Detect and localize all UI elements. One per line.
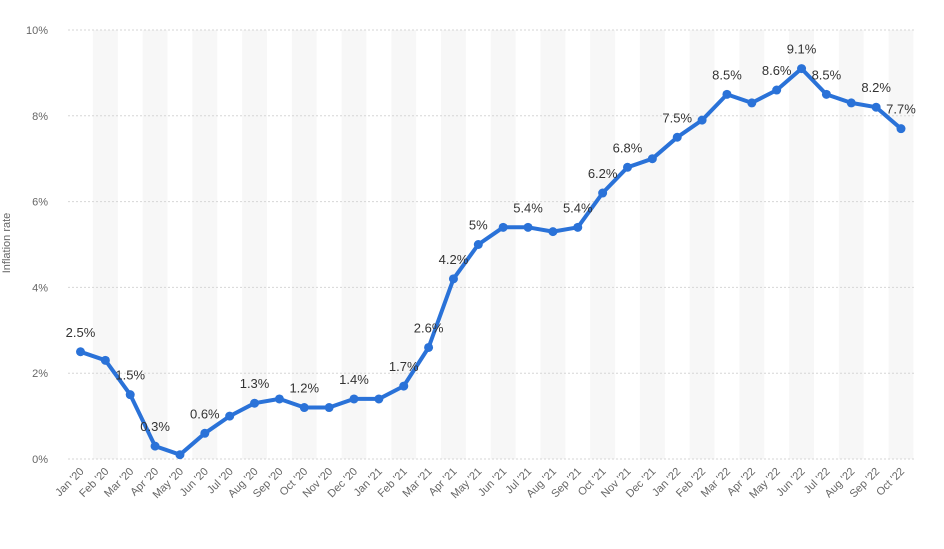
data-points: [76, 64, 906, 460]
data-point: [797, 64, 807, 74]
data-point: [200, 428, 210, 438]
data-point: [871, 102, 881, 112]
column-band: [242, 30, 267, 459]
data-label: 6.2%: [588, 166, 618, 181]
column-band: [639, 30, 665, 459]
data-point: [747, 98, 757, 108]
column-band: [838, 30, 864, 459]
data-label: 9.1%: [787, 42, 817, 57]
column-band: [739, 30, 765, 459]
data-label: 6.8%: [613, 140, 643, 155]
column-band: [888, 30, 914, 459]
y-tick-label: 6%: [32, 197, 48, 209]
column-band: [192, 30, 218, 459]
data-label: 5%: [469, 218, 488, 233]
y-tick-label: 8%: [32, 111, 48, 123]
data-label: 1.4%: [339, 372, 369, 387]
column-bands: [92, 30, 914, 459]
data-point: [623, 162, 632, 172]
x-tick-label: Jun '21: [476, 466, 509, 499]
data-point: [349, 394, 359, 404]
x-tick-label: Oct '22: [874, 466, 907, 499]
data-point: [772, 85, 782, 95]
column-band: [441, 30, 466, 459]
data-point: [150, 441, 160, 451]
data-label: 4.2%: [439, 252, 469, 267]
data-point: [125, 390, 135, 400]
data-point: [722, 89, 732, 99]
y-axis-ticks: 0% 2% 4% 6% 8% 10%: [26, 25, 48, 466]
data-label: 8.6%: [762, 63, 792, 78]
y-tick-label: 10%: [26, 25, 48, 37]
data-label: 2.5%: [66, 325, 96, 340]
data-point: [374, 394, 384, 404]
data-point: [498, 222, 508, 232]
data-point: [250, 398, 260, 408]
column-band: [590, 30, 616, 459]
column-band: [789, 30, 814, 459]
x-tick-label: Jun '22: [774, 466, 807, 499]
data-point: [896, 124, 906, 134]
y-tick-label: 0%: [32, 454, 48, 466]
data-label: 1.7%: [389, 359, 419, 374]
data-point: [846, 98, 856, 108]
y-tick-label: 2%: [32, 368, 48, 380]
data-point: [76, 347, 85, 357]
data-label: 0.3%: [140, 419, 170, 434]
data-label: 5.4%: [563, 200, 593, 215]
data-point: [225, 411, 235, 421]
data-label: 8.5%: [812, 67, 842, 82]
data-label: 1.3%: [240, 376, 270, 391]
data-point: [448, 274, 458, 284]
data-label: 7.7%: [886, 102, 916, 117]
data-point: [598, 188, 608, 198]
column-band: [92, 30, 118, 459]
column-band: [142, 30, 168, 459]
column-band: [291, 30, 317, 459]
data-point: [573, 222, 583, 232]
data-point: [424, 342, 434, 352]
data-point: [821, 89, 831, 99]
data-point: [299, 403, 309, 413]
data-label: 8.2%: [861, 80, 891, 95]
y-axis-label: Inflation rate: [1, 213, 13, 274]
data-point: [274, 394, 284, 404]
data-label: 5.4%: [513, 200, 543, 215]
data-point: [548, 227, 558, 237]
data-labels: 2.5% 1.5% 0.3% 0.6% 1.3% 1.2% 1.4% 1.7% 2.6% 4.2%…: [66, 42, 917, 435]
data-label: 7.5%: [662, 110, 692, 125]
column-band: [490, 30, 516, 459]
series-line: [78, 66, 903, 457]
data-point: [473, 240, 483, 249]
data-label: 1.5%: [115, 368, 145, 383]
data-point: [697, 115, 707, 125]
data-label: 0.6%: [190, 406, 220, 421]
column-band: [391, 30, 417, 459]
data-point: [175, 450, 185, 460]
data-point: [672, 132, 682, 142]
column-band: [689, 30, 715, 459]
data-point: [399, 381, 409, 391]
gridlines: [68, 29, 915, 460]
data-label: 8.5%: [712, 67, 742, 82]
column-band: [540, 30, 566, 459]
y-tick-label: 4%: [32, 282, 48, 294]
data-point: [324, 403, 334, 413]
data-point: [647, 154, 657, 164]
series-line-group: [78, 66, 903, 457]
data-point: [523, 222, 533, 232]
data-label: 2.6%: [414, 320, 444, 335]
data-point: [100, 355, 110, 365]
column-band: [341, 30, 367, 459]
data-label: 1.2%: [289, 381, 319, 396]
